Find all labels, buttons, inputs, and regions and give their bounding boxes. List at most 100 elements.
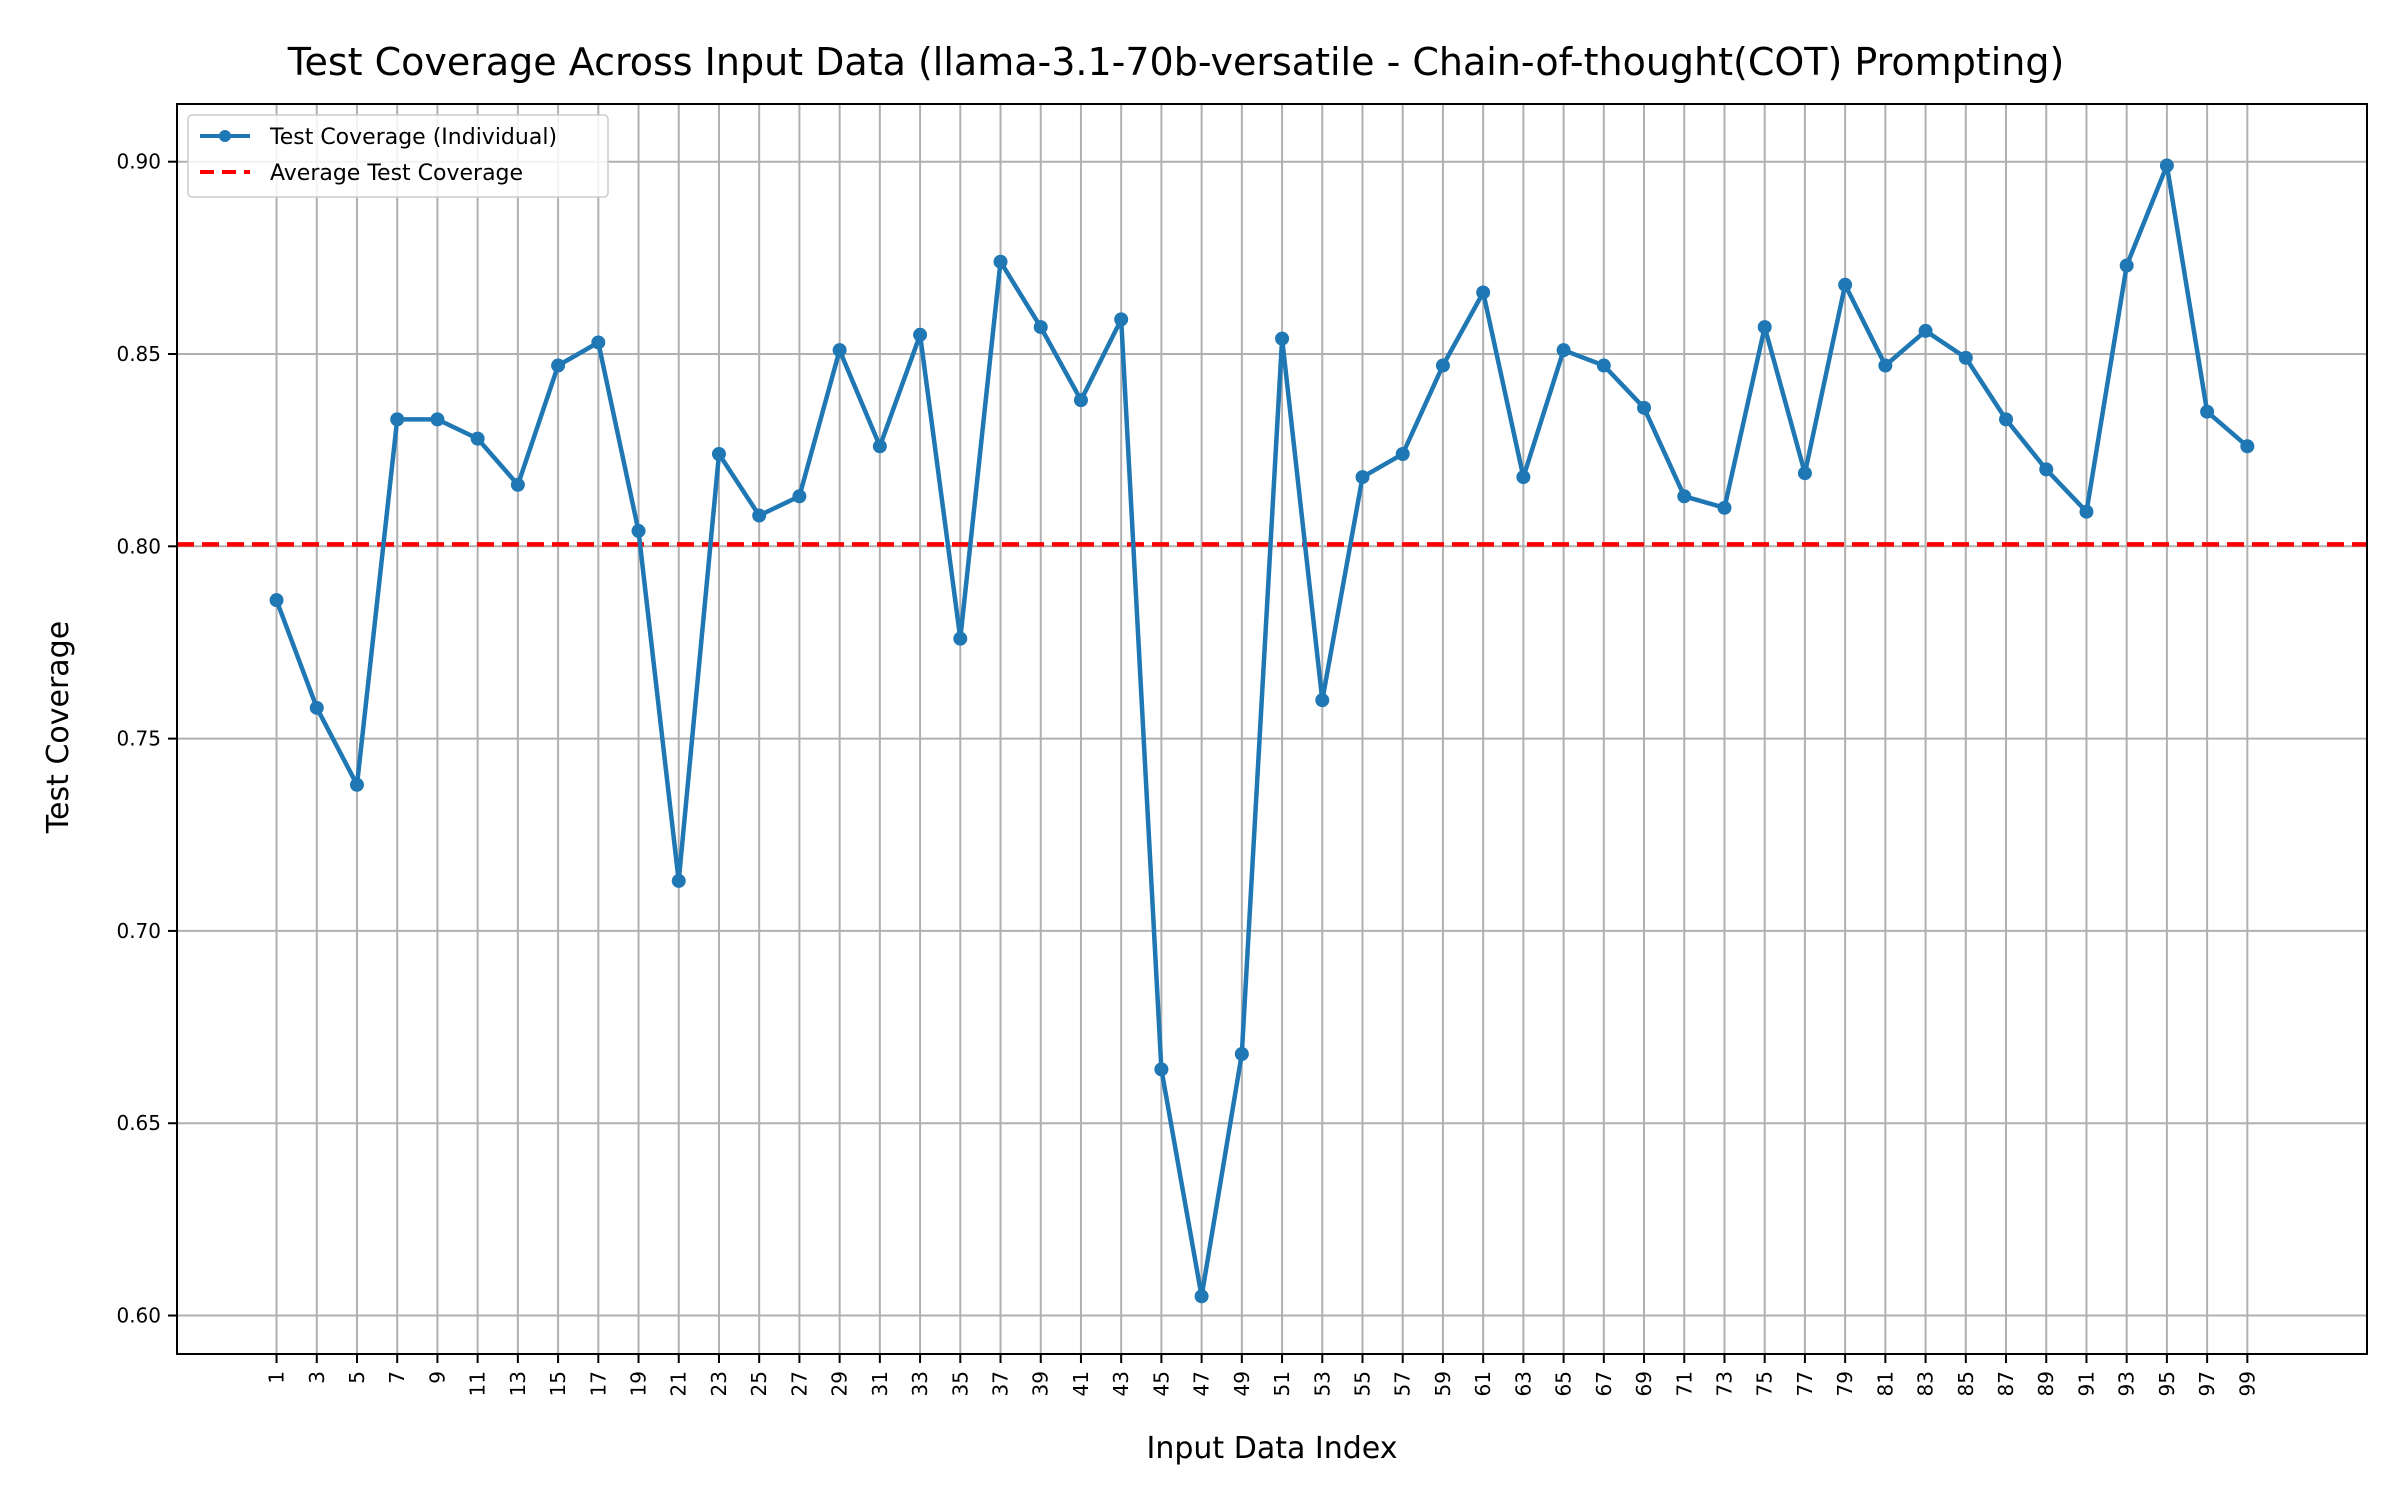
x-tick-label: 17 xyxy=(586,1371,610,1396)
data-point xyxy=(711,447,726,461)
legend-label-average: Average Test Coverage xyxy=(270,161,523,186)
data-point xyxy=(1435,358,1450,373)
x-tick-label: 47 xyxy=(1190,1371,1214,1396)
legend-marker-individual xyxy=(219,130,231,142)
x-tick-label: 35 xyxy=(948,1371,972,1396)
data-point xyxy=(349,777,364,792)
data-point xyxy=(913,327,928,342)
legend-label-individual: Test Coverage (Individual) xyxy=(269,125,557,150)
x-tick-label: 41 xyxy=(1069,1371,1093,1396)
data-point xyxy=(1878,358,1893,373)
x-tick-label: 73 xyxy=(1712,1371,1736,1396)
data-point xyxy=(2159,158,2174,173)
data-point xyxy=(1797,466,1812,481)
x-tick-label: 45 xyxy=(1149,1371,1173,1396)
data-point xyxy=(1717,500,1732,515)
x-tick-label: 37 xyxy=(989,1371,1013,1396)
data-point xyxy=(2039,462,2054,477)
x-tick-label: 21 xyxy=(667,1371,691,1396)
data-point xyxy=(2119,258,2134,273)
x-tick-label: 3 xyxy=(305,1371,329,1384)
x-tick-label: 65 xyxy=(1552,1371,1576,1396)
data-point xyxy=(1556,343,1571,358)
data-point xyxy=(1677,489,1692,504)
x-tick-label: 55 xyxy=(1350,1371,1374,1396)
x-tick-label: 61 xyxy=(1471,1371,1495,1396)
data-point xyxy=(832,343,847,358)
x-tick-label: 99 xyxy=(2235,1371,2259,1396)
data-point xyxy=(551,358,566,373)
x-tick-label: 63 xyxy=(1511,1371,1535,1396)
y-tick-label: 0.70 xyxy=(116,919,161,943)
data-point xyxy=(1918,323,1933,338)
x-tick-label: 27 xyxy=(787,1371,811,1396)
data-point xyxy=(1516,470,1531,485)
x-tick-label: 85 xyxy=(1954,1371,1978,1396)
data-point xyxy=(1999,412,2014,427)
y-tick-label: 0.65 xyxy=(116,1111,161,1135)
data-point xyxy=(1395,447,1410,461)
data-point xyxy=(1596,358,1611,373)
data-point xyxy=(1757,320,1772,335)
x-tick-label: 25 xyxy=(747,1371,771,1396)
data-point xyxy=(752,508,767,523)
data-point xyxy=(993,254,1008,269)
data-point xyxy=(269,593,284,608)
x-tick-label: 57 xyxy=(1391,1371,1415,1396)
legend: Test Coverage (Individual) Average Test … xyxy=(187,114,609,198)
x-tick-label: 5 xyxy=(345,1371,369,1384)
data-point xyxy=(1637,400,1652,415)
x-tick-label: 59 xyxy=(1431,1371,1455,1396)
x-tick-label: 75 xyxy=(1753,1371,1777,1396)
data-point xyxy=(792,489,807,504)
x-tick-label: 7 xyxy=(385,1371,409,1384)
x-tick-label: 29 xyxy=(828,1371,852,1396)
x-tick-label: 31 xyxy=(868,1371,892,1396)
y-tick-label: 0.90 xyxy=(116,150,161,174)
x-tick-label: 69 xyxy=(1632,1371,1656,1396)
data-point xyxy=(1838,277,1853,292)
data-point xyxy=(1033,320,1048,335)
y-axis-label: Test Coverage xyxy=(41,621,76,834)
x-tick-label: 93 xyxy=(2115,1371,2139,1396)
x-axis-label: Input Data Index xyxy=(1147,1431,1398,1466)
x-tick-label: 91 xyxy=(2074,1371,2098,1396)
data-point xyxy=(430,412,445,427)
data-point xyxy=(1958,350,1973,365)
x-tick-label: 89 xyxy=(2034,1371,2058,1396)
x-tick-label: 81 xyxy=(1873,1371,1897,1396)
x-tick-label: 9 xyxy=(425,1371,449,1384)
y-axis-ticks: 0.60 0.65 0.70 0.75 0.80 0.85 0.90 xyxy=(116,150,177,1328)
x-tick-label: 19 xyxy=(627,1371,651,1396)
x-tick-label: 97 xyxy=(2195,1371,2219,1396)
data-point xyxy=(1234,1047,1249,1061)
x-tick-label: 39 xyxy=(1029,1371,1053,1396)
data-point xyxy=(470,431,485,446)
x-tick-label: 77 xyxy=(1793,1371,1817,1396)
data-point xyxy=(1275,331,1290,346)
data-point xyxy=(510,477,525,492)
x-tick-label: 83 xyxy=(1914,1371,1938,1396)
data-point xyxy=(309,700,324,715)
data-point xyxy=(2240,439,2255,454)
x-tick-label: 51 xyxy=(1270,1371,1294,1396)
x-tick-label: 1 xyxy=(265,1371,289,1384)
x-tick-label: 33 xyxy=(908,1371,932,1396)
chart-title: Test Coverage Across Input Data (llama-3… xyxy=(287,40,2065,84)
x-tick-label: 67 xyxy=(1592,1371,1616,1396)
x-tick-label: 95 xyxy=(2155,1371,2179,1396)
data-point xyxy=(390,412,405,427)
legend-box xyxy=(187,114,609,198)
grid xyxy=(177,104,2367,1354)
data-point xyxy=(671,873,686,888)
series-group xyxy=(269,158,2255,1304)
data-point xyxy=(1154,1062,1169,1077)
data-point xyxy=(1073,393,1088,408)
x-tick-label: 79 xyxy=(1833,1371,1857,1396)
data-point xyxy=(2200,404,2215,419)
data-point xyxy=(591,335,606,350)
x-tick-label: 49 xyxy=(1230,1371,1254,1396)
x-axis-ticks: 1 3 5 7 9 11 13 15 17 19 21 23 25 27 29 31 33 35 37 39 41 43 4… xyxy=(265,1354,2259,1396)
data-point xyxy=(1315,693,1330,708)
data-point xyxy=(1194,1289,1209,1304)
